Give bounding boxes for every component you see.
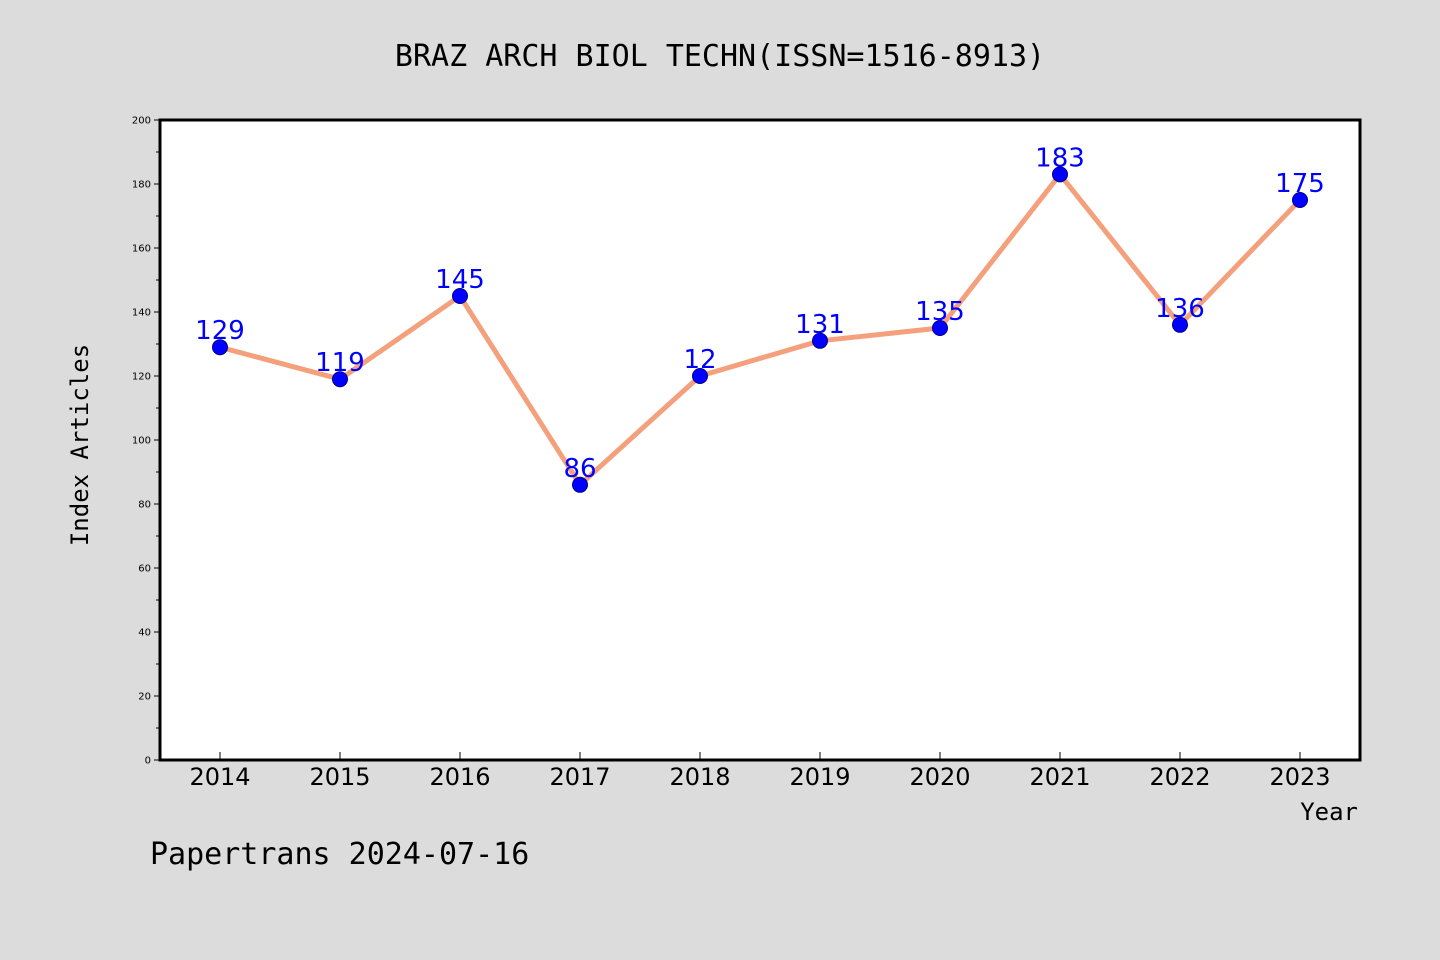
x-tick-label: 2016: [429, 763, 490, 791]
plot-area: [158, 118, 1362, 762]
y-axis-label: Index Articles: [66, 344, 94, 546]
x-tick-label: 2019: [789, 763, 850, 791]
data-label: 12: [683, 345, 716, 375]
y-tick-label: 160: [132, 244, 151, 255]
y-tick-label: 120: [132, 372, 151, 383]
x-tick-label: 2018: [669, 763, 730, 791]
footer-note: Papertrans 2024-07-16: [150, 837, 529, 872]
x-tick-label: 2023: [1269, 763, 1330, 791]
data-label: 183: [1035, 143, 1085, 173]
data-label: 145: [435, 265, 485, 295]
x-tick-label: 2022: [1149, 763, 1210, 791]
series-layer: 129 119 145 86 12 131 135 183 136 175: [195, 143, 1325, 493]
x-tick-label: 2017: [549, 763, 610, 791]
y-tick-label: 40: [138, 628, 151, 639]
data-label: 129: [195, 316, 245, 346]
x-axis-label: Year: [1300, 798, 1358, 826]
data-point: [1172, 316, 1188, 333]
x-tick-label: 2015: [309, 763, 370, 791]
data-label: 135: [915, 297, 965, 327]
y-tick-label: 20: [138, 692, 151, 703]
x-tick-label: 2021: [1029, 763, 1090, 791]
data-point: [692, 368, 708, 384]
data-point: [1292, 192, 1308, 208]
data-point: [212, 339, 228, 356]
data-point: [1052, 166, 1068, 183]
data-point: [572, 476, 588, 493]
data-label: 119: [315, 348, 365, 378]
y-tick-label: 200: [132, 116, 151, 127]
data-label: 136: [1155, 294, 1205, 324]
y-tick-label: 0: [145, 756, 151, 767]
y-axis: 0 20 40 60 80 100 120 140 160 180 200: [132, 116, 160, 767]
chart-title: BRAZ ARCH BIOL TECHN(ISSN=1516-8913): [395, 39, 1045, 74]
data-label: 175: [1275, 169, 1325, 199]
y-tick-label: 60: [138, 564, 151, 575]
y-tick-label: 180: [132, 180, 151, 191]
data-point: [452, 288, 468, 304]
series-line: [217, 171, 1303, 488]
data-label: 131: [795, 310, 845, 340]
y-tick-label: 80: [138, 500, 151, 511]
y-tick-label: 140: [132, 308, 151, 319]
x-tick-label: 2014: [189, 763, 250, 791]
data-label: 86: [563, 454, 596, 484]
data-point: [812, 332, 828, 349]
x-axis: 2014 2015 2016 2017 2018 2019 2020 2021 2022 2023: [189, 752, 1331, 791]
x-tick-label: 2020: [909, 763, 970, 791]
data-point: [932, 320, 948, 336]
y-tick-label: 100: [132, 436, 151, 447]
data-point: [332, 371, 348, 388]
